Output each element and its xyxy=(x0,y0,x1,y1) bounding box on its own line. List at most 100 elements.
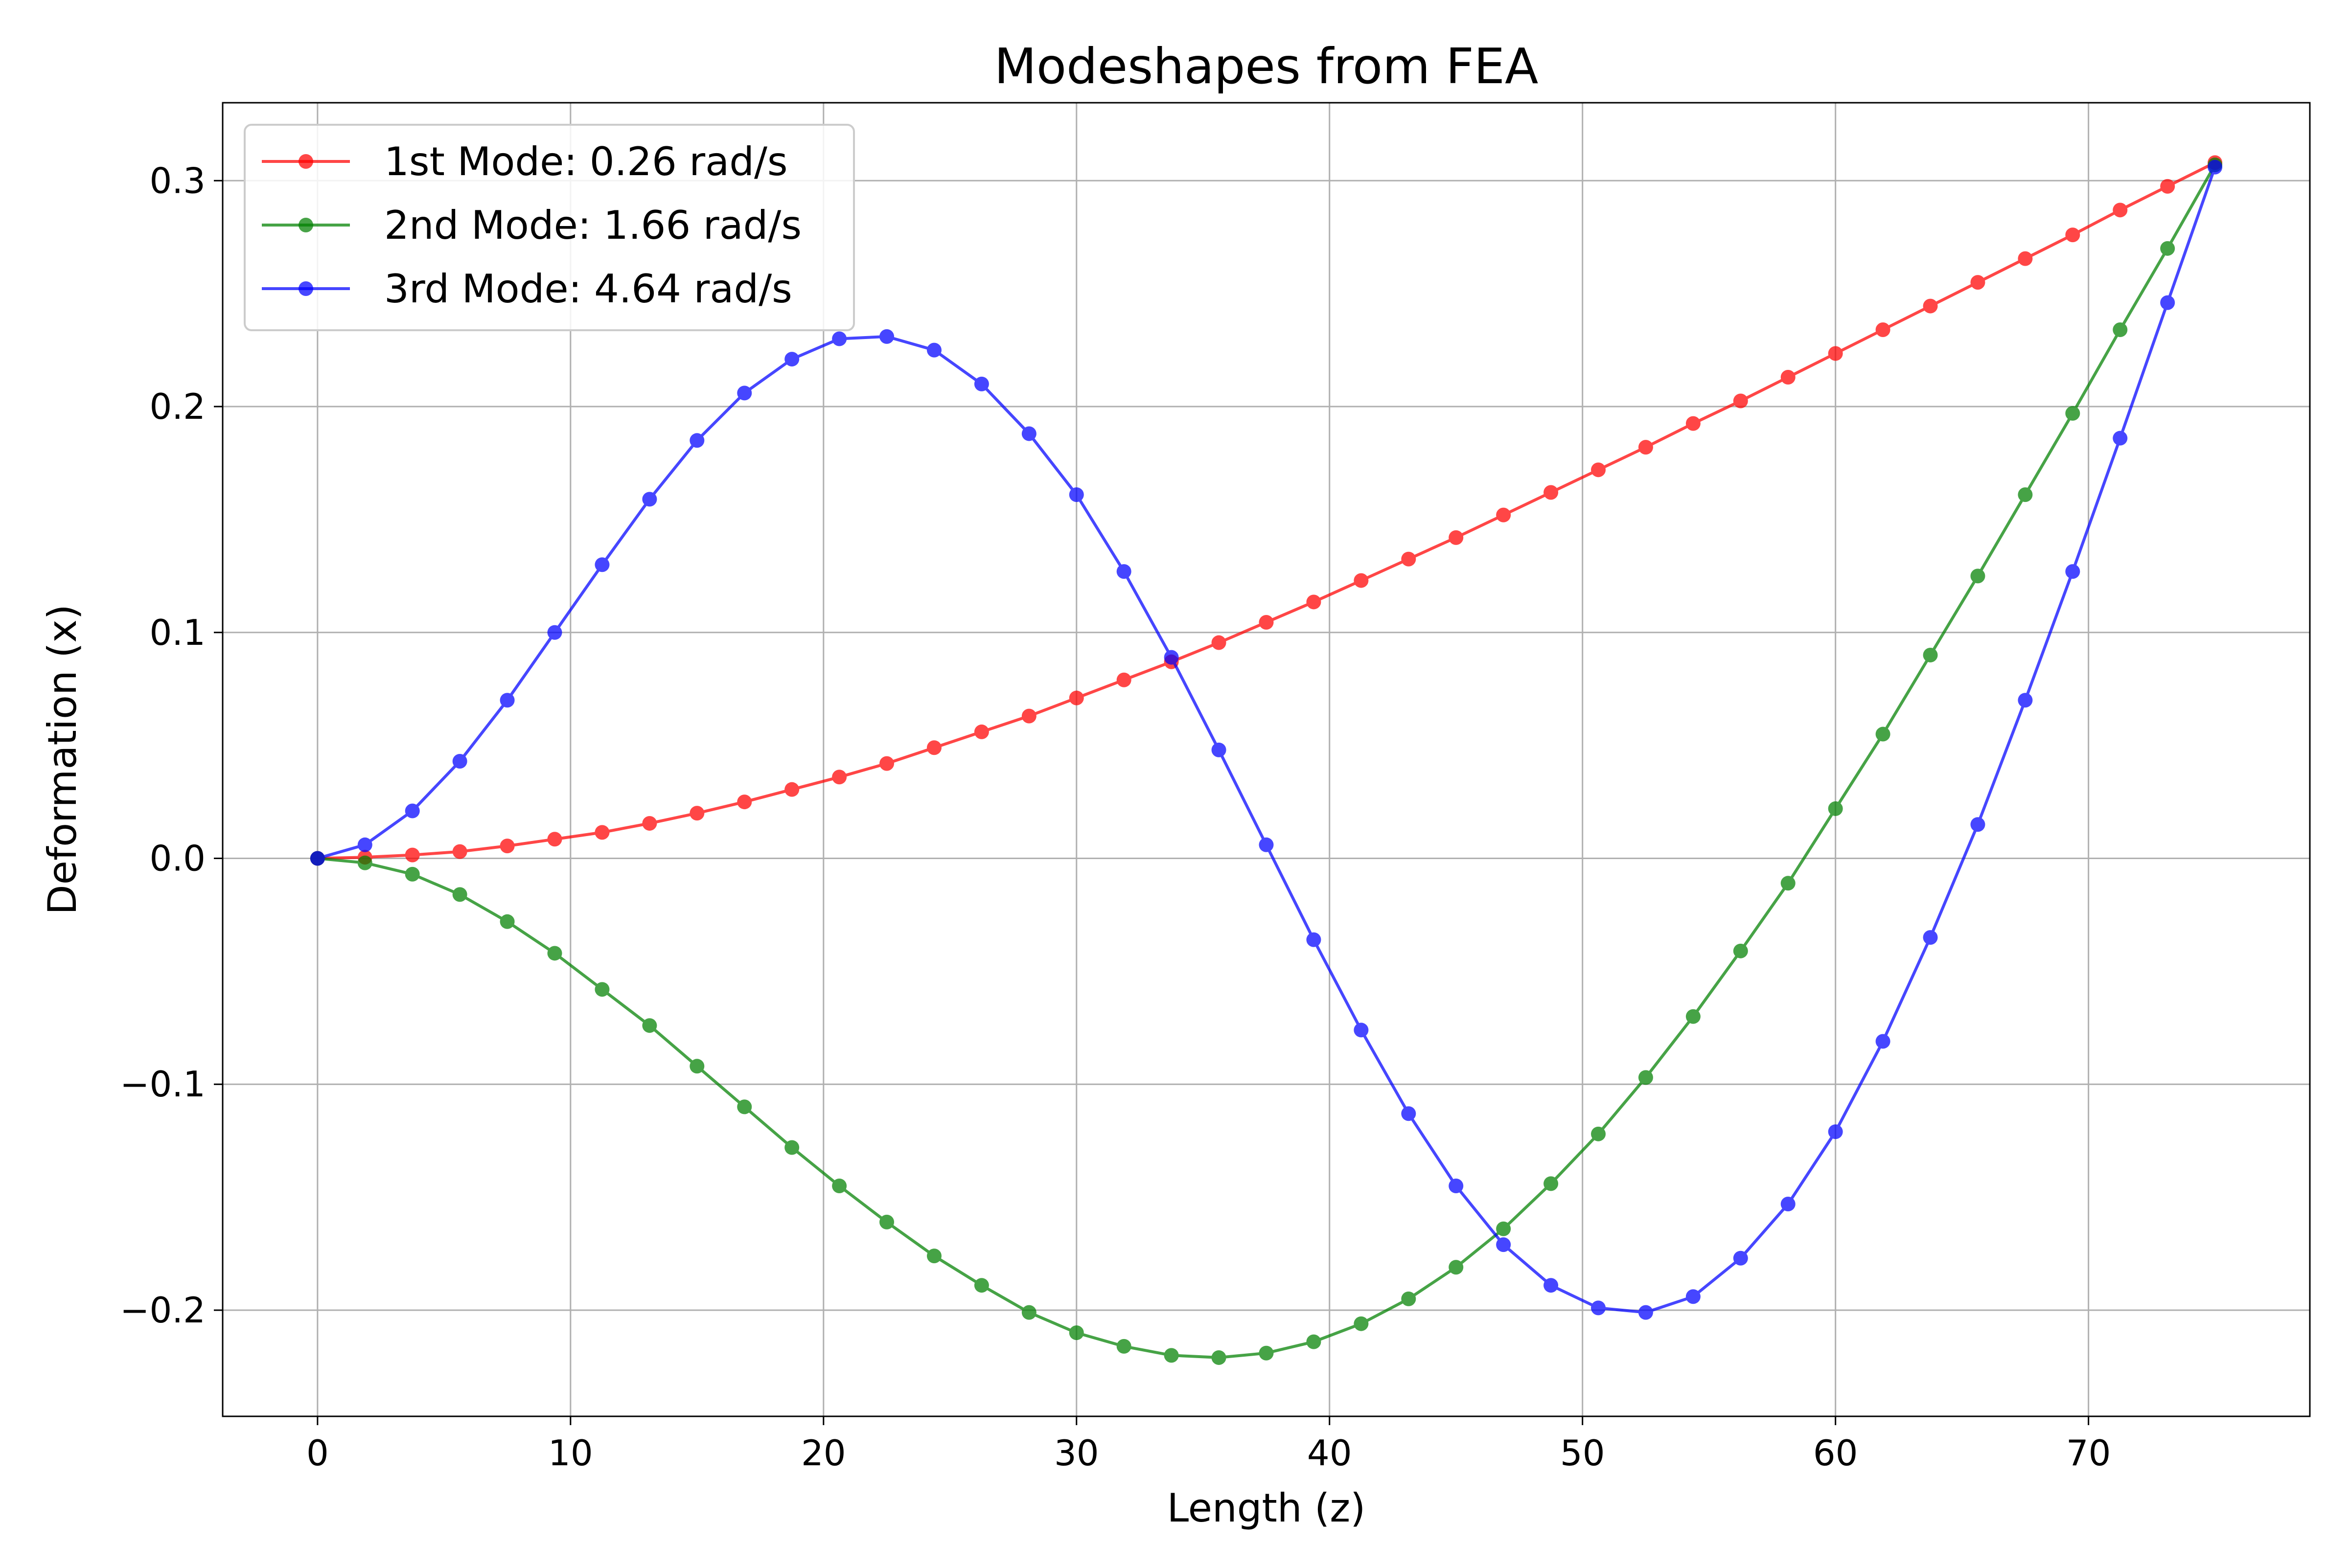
data-point xyxy=(1069,690,1084,705)
data-point xyxy=(2065,227,2080,243)
data-point xyxy=(690,433,705,448)
x-tick-label: 70 xyxy=(2066,1432,2111,1474)
data-point xyxy=(1780,1196,1796,1211)
data-point xyxy=(1828,801,1843,816)
x-tick-label: 50 xyxy=(1560,1432,1605,1474)
data-point xyxy=(1543,1278,1559,1293)
data-point xyxy=(2208,159,2223,175)
data-point xyxy=(1164,1348,1179,1363)
series-2 xyxy=(310,157,2223,1365)
data-point xyxy=(1259,837,1274,852)
data-point xyxy=(452,844,467,859)
legend-marker xyxy=(299,218,313,232)
data-point xyxy=(1828,346,1843,361)
data-point xyxy=(1638,1305,1653,1320)
data-point xyxy=(1021,708,1036,724)
data-point xyxy=(1259,614,1274,630)
data-point xyxy=(926,1249,942,1264)
series-layer xyxy=(310,155,2223,1365)
data-point xyxy=(879,756,895,771)
data-point xyxy=(1116,564,1131,579)
data-point xyxy=(1449,530,1464,545)
data-point xyxy=(500,693,515,708)
data-point xyxy=(1923,647,1938,662)
legend-label: 3rd Mode: 4.64 rad/s xyxy=(384,266,792,312)
data-point xyxy=(974,724,989,739)
data-point xyxy=(2065,564,2080,579)
legend-label: 1st Mode: 0.26 rad/s xyxy=(384,139,788,184)
data-point xyxy=(1401,1106,1416,1121)
data-point xyxy=(832,1179,847,1194)
data-point xyxy=(1733,393,1748,409)
data-point xyxy=(1449,1260,1464,1275)
data-point xyxy=(1306,1334,1321,1349)
data-point xyxy=(1496,1221,1511,1236)
data-point xyxy=(784,352,800,367)
data-point xyxy=(1306,594,1321,610)
data-point xyxy=(1733,1250,1748,1266)
data-point xyxy=(926,342,942,358)
data-point xyxy=(1923,298,1938,314)
data-point xyxy=(2018,693,2033,708)
legend-box xyxy=(244,124,855,331)
data-point xyxy=(1116,1339,1131,1354)
data-point xyxy=(974,1278,989,1293)
data-point xyxy=(642,816,657,831)
data-point xyxy=(879,329,895,344)
x-tick-label: 20 xyxy=(801,1432,846,1474)
data-point xyxy=(1638,1070,1653,1085)
data-point xyxy=(737,795,752,810)
data-point xyxy=(310,851,325,866)
data-point xyxy=(405,866,420,882)
data-point xyxy=(2160,179,2175,194)
data-point xyxy=(642,1018,657,1033)
data-point xyxy=(690,1059,705,1074)
x-axis-label: Length (z) xyxy=(1167,1485,1366,1531)
legend-item-1: 1st Mode: 0.26 rad/s xyxy=(262,139,788,184)
data-point xyxy=(2160,241,2175,256)
legend-marker xyxy=(299,154,313,169)
data-point xyxy=(1685,416,1701,431)
data-point xyxy=(832,331,847,346)
y-tick-label: 0.1 xyxy=(149,612,206,653)
data-point xyxy=(1496,507,1511,523)
legend-item-2: 2nd Mode: 1.66 rad/s xyxy=(262,203,802,248)
data-point xyxy=(1069,487,1084,502)
legend-label: 2nd Mode: 1.66 rad/s xyxy=(384,203,802,248)
data-point xyxy=(1970,275,1985,290)
y-tick-label: −0.1 xyxy=(120,1064,206,1105)
data-point xyxy=(500,839,515,854)
data-point xyxy=(1591,1126,1606,1141)
x-tick-label: 0 xyxy=(306,1432,329,1474)
data-point xyxy=(642,492,657,507)
data-point xyxy=(1449,1179,1464,1194)
data-point xyxy=(879,1214,895,1229)
data-point xyxy=(926,740,942,755)
data-point xyxy=(452,753,467,769)
legend-item-3: 3rd Mode: 4.64 rad/s xyxy=(262,266,792,312)
x-tick-label: 40 xyxy=(1307,1432,1352,1474)
data-point xyxy=(1685,1009,1701,1024)
data-point xyxy=(547,625,562,640)
data-point xyxy=(357,837,372,852)
data-point xyxy=(1164,650,1179,665)
data-point xyxy=(405,803,420,818)
data-point xyxy=(1354,573,1369,588)
data-point xyxy=(1875,322,1890,338)
data-point xyxy=(974,376,989,391)
data-point xyxy=(1780,370,1796,385)
x-axis-ticks: 0 10 20 30 40 50 60 70 xyxy=(306,1416,2111,1474)
data-point xyxy=(452,887,467,902)
data-point xyxy=(1354,1316,1369,1331)
data-point xyxy=(1496,1237,1511,1252)
data-point xyxy=(2018,487,2033,502)
y-tick-label: 0.3 xyxy=(149,160,206,201)
data-point xyxy=(1401,551,1416,567)
data-point xyxy=(1211,1350,1226,1365)
data-point xyxy=(357,855,372,870)
data-point xyxy=(1591,462,1606,477)
data-point xyxy=(1021,426,1036,441)
data-point xyxy=(2018,251,2033,266)
